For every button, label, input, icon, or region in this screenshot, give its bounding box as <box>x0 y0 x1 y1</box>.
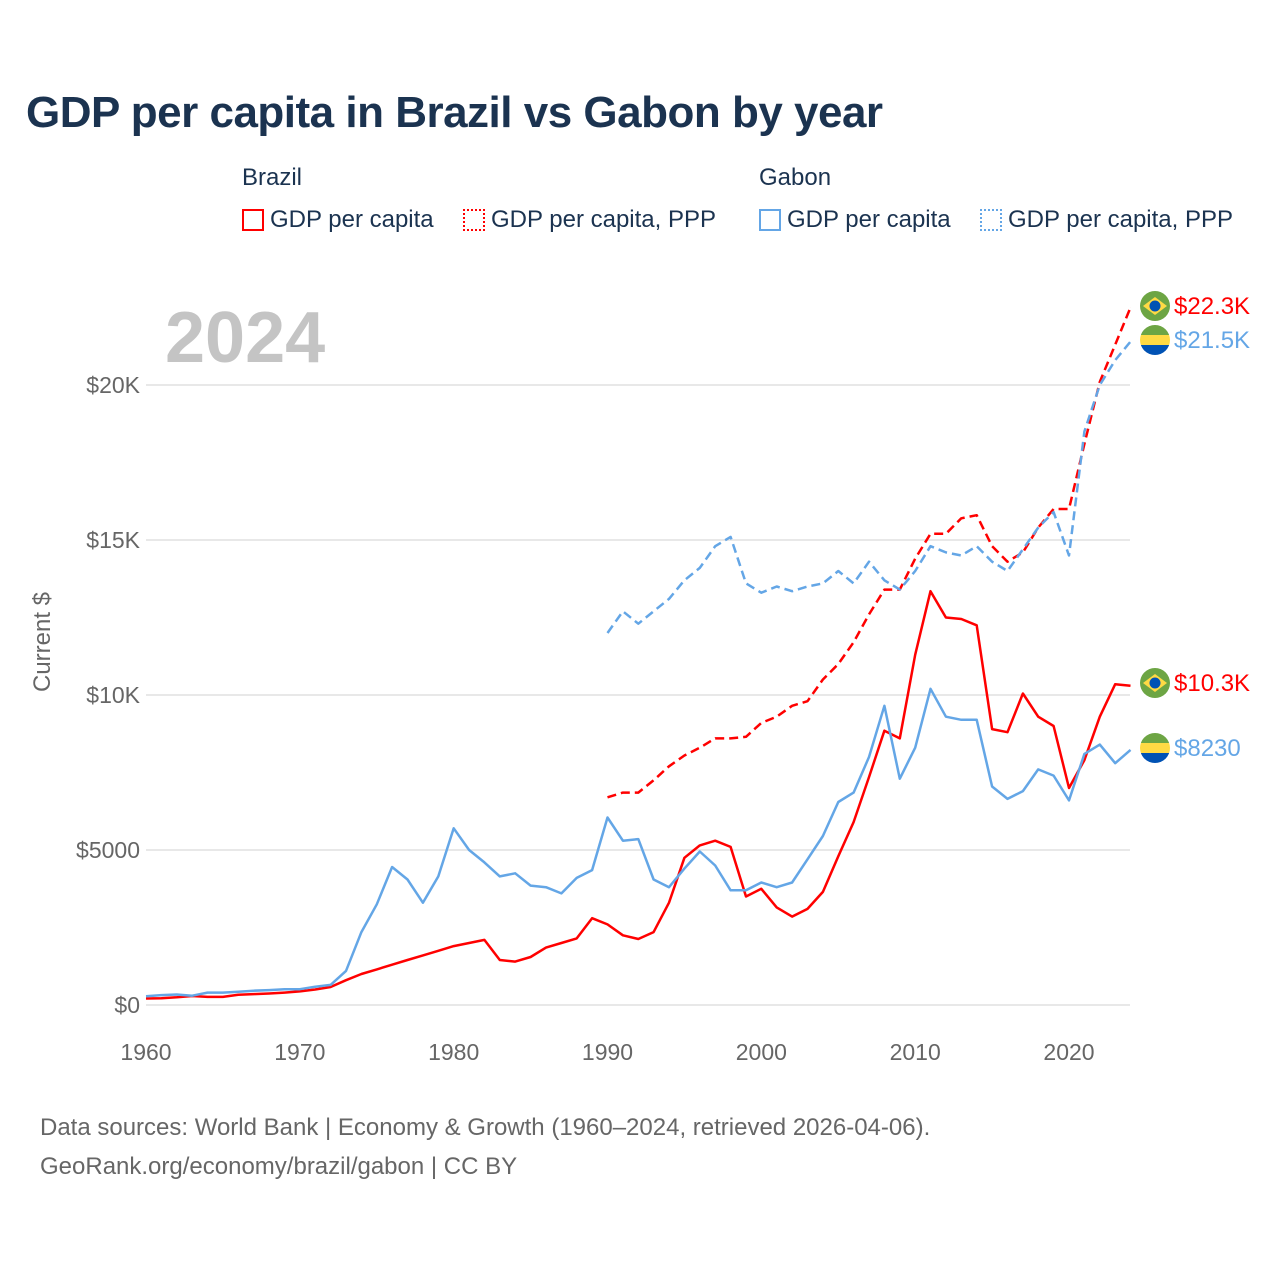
legend-group-brazil: Brazil <box>242 164 303 191</box>
flag-globe <box>1149 677 1161 689</box>
legend-item-gabon-ppp[interactable]: GDP per capita, PPP <box>980 206 1233 234</box>
legend-group-gabon: Gabon <box>759 164 832 191</box>
x-tick-label: 2000 <box>736 1039 787 1065</box>
legend-item-brazil-gdp[interactable]: GDP per capita <box>242 206 434 234</box>
end-value-label: $22.3K <box>1174 293 1250 320</box>
source-note: Data sources: World Bank | Economy & Gro… <box>40 1108 930 1186</box>
series-line-brazil-gdp-per-capita <box>145 589 1131 1000</box>
end-value-label: $8230 <box>1174 735 1241 762</box>
x-tick-label: 1960 <box>120 1039 171 1065</box>
flag-stripes <box>1140 733 1170 763</box>
gabon-flag-icon <box>1140 325 1170 355</box>
source-line-2[interactable]: GeoRank.org/economy/brazil/gabon | CC BY <box>40 1153 518 1180</box>
end-value-label: $10.3K <box>1174 670 1250 697</box>
x-tick-label: 1970 <box>274 1039 325 1065</box>
x-tick-label: 1980 <box>428 1039 479 1065</box>
flag-stripes <box>1140 325 1170 355</box>
series-line-gabon-gdp-per-capita <box>145 687 1132 998</box>
flag-stripe-yellow <box>1140 743 1170 753</box>
y-tick-label: $5000 <box>76 837 140 863</box>
brazil-flag-icon <box>1140 668 1170 698</box>
year-watermark: 2024 <box>165 298 325 378</box>
legend-label: GDP per capita <box>270 206 434 233</box>
x-tick-label: 2020 <box>1043 1039 1094 1065</box>
end-value-label: $21.5K <box>1174 327 1250 354</box>
x-tick-label: 2010 <box>890 1039 941 1065</box>
legend-item-brazil-ppp[interactable]: GDP per capita, PPP <box>463 206 716 234</box>
flag-stripe-green <box>1140 733 1170 743</box>
brazil-flag-icon <box>1140 291 1170 321</box>
gabon-flag-icon <box>1140 733 1170 763</box>
source-line-1: Data sources: World Bank | Economy & Gro… <box>40 1114 931 1141</box>
legend-swatch-solid-icon <box>242 209 264 231</box>
chart-title: GDP per capita in Brazil vs Gabon by yea… <box>26 88 883 137</box>
flag-stripe-yellow <box>1140 335 1170 345</box>
legend-swatch-dotted-icon <box>463 209 485 231</box>
flag-stripe-blue <box>1140 753 1170 763</box>
flag-stripe-green <box>1140 325 1170 335</box>
y-tick-label: $20K <box>86 372 140 398</box>
flag-stripe-blue <box>1140 345 1170 355</box>
y-tick-label: $10K <box>86 682 140 708</box>
y-axis-label: Current $ <box>29 592 56 692</box>
legend-swatch-dotted-icon <box>980 209 1002 231</box>
legend-label: GDP per capita <box>787 206 951 233</box>
x-tick-label: 1990 <box>582 1039 633 1065</box>
legend-swatch-solid-icon <box>759 209 781 231</box>
legend-label: GDP per capita, PPP <box>491 206 716 233</box>
flag-globe <box>1149 300 1161 312</box>
legend-item-gabon-gdp[interactable]: GDP per capita <box>759 206 951 234</box>
y-tick-label: $0 <box>114 992 140 1018</box>
legend-label: GDP per capita, PPP <box>1008 206 1233 233</box>
y-tick-label: $15K <box>86 527 140 553</box>
